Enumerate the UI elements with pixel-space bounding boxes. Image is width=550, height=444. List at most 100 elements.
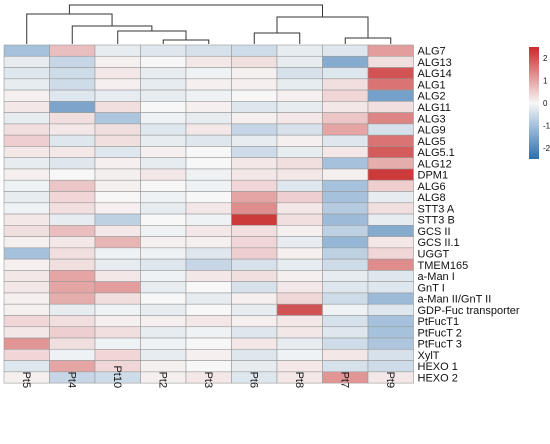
heatmap-cell xyxy=(231,179,278,192)
heatmap-cell xyxy=(185,281,232,294)
heatmap-cell xyxy=(322,247,369,260)
row-label: HEXO 1 xyxy=(418,361,458,373)
heatmap-cell xyxy=(185,146,232,158)
heatmap-cell xyxy=(367,326,414,339)
dendrogram-branch xyxy=(26,13,113,44)
heatmap-cell xyxy=(231,225,278,237)
heatmap-cell xyxy=(49,337,96,350)
row-label: a-Man I xyxy=(418,271,455,283)
heatmap-cell xyxy=(140,326,187,339)
heatmap-cell xyxy=(49,326,96,339)
heatmap-cell xyxy=(367,89,414,102)
heatmap-cell xyxy=(231,44,278,57)
heatmap-cell xyxy=(231,191,278,204)
heatmap-cell xyxy=(367,258,414,271)
heatmap-cell xyxy=(231,134,278,147)
heatmap-cell xyxy=(322,360,369,373)
heatmap-cell xyxy=(140,292,187,305)
heatmap-cell xyxy=(3,348,50,361)
row-label: UGGT xyxy=(418,248,450,260)
heatmap-cell xyxy=(49,236,96,249)
heatmap-cell xyxy=(185,236,232,249)
heatmap-cell xyxy=(276,123,323,136)
heatmap-cell xyxy=(49,281,96,294)
heatmap-cell xyxy=(231,270,278,282)
heatmap-cell xyxy=(185,337,232,350)
heatmap-cell xyxy=(231,292,278,305)
heatmap-cell xyxy=(140,101,187,113)
heatmap-cell xyxy=(49,123,96,136)
heatmap-cell xyxy=(94,315,141,328)
heatmap-cell xyxy=(185,270,232,282)
row-label: ALG13 xyxy=(418,57,452,69)
row-label: PtFucT 3 xyxy=(418,339,462,351)
heatmap-cell xyxy=(367,225,414,237)
heatmap-cell xyxy=(3,55,50,68)
heatmap-cell xyxy=(94,67,141,80)
heatmap-cell xyxy=(94,202,141,215)
heatmap-cell xyxy=(140,213,187,226)
heatmap-cell xyxy=(322,67,369,80)
heatmap-cell xyxy=(3,78,50,91)
heatmap-cell xyxy=(367,348,414,361)
dendrogram-branch xyxy=(71,25,153,44)
heatmap-cell xyxy=(276,303,323,316)
heatmap-cell xyxy=(322,270,369,282)
heatmap-cell xyxy=(322,157,369,170)
heatmap-cell xyxy=(367,202,414,215)
heatmap-cell xyxy=(322,101,369,113)
heatmap-cell xyxy=(3,292,50,305)
heatmap-cell xyxy=(231,101,278,113)
heatmap-cell xyxy=(94,78,141,91)
heatmap-cell xyxy=(322,146,369,158)
heatmap-cell xyxy=(322,326,369,339)
row-label: GnT I xyxy=(418,282,445,294)
heatmap-cell xyxy=(3,281,50,294)
heatmap-cell xyxy=(49,258,96,271)
heatmap-cell xyxy=(49,191,96,204)
heatmap-cell xyxy=(322,112,369,125)
heatmap-cell xyxy=(367,78,414,91)
heatmap-cell xyxy=(231,123,278,136)
heatmap-cell xyxy=(49,89,96,102)
dendrogram-branch xyxy=(117,30,187,44)
heatmap-cell xyxy=(94,281,141,294)
heatmap-cell xyxy=(322,315,369,328)
heatmap-cell xyxy=(140,179,187,192)
heatmap-cell xyxy=(276,326,323,339)
heatmap-cell xyxy=(367,101,414,113)
heatmap-cell xyxy=(367,179,414,192)
heatmap-cell xyxy=(185,55,232,68)
heatmap-cell xyxy=(276,348,323,361)
dendrogram-branch xyxy=(253,32,301,44)
heatmap-cell xyxy=(3,123,50,136)
row-labels: ALG7ALG13ALG14ALG1ALG2ALG11ALG3ALG9ALG5A… xyxy=(418,46,520,385)
dendrogram-root xyxy=(68,4,323,17)
heatmap-cell xyxy=(322,303,369,316)
heatmap-cell xyxy=(140,281,187,294)
heatmap-cell xyxy=(276,247,323,260)
heatmap-cell xyxy=(185,78,232,91)
heatmap-cell xyxy=(94,191,141,204)
heatmap-cell xyxy=(140,146,187,158)
heatmap-cell xyxy=(231,303,278,316)
heatmap-cell xyxy=(185,123,232,136)
column-label: Pt6 xyxy=(247,372,259,389)
heatmap-cell xyxy=(3,146,50,158)
heatmap-cell xyxy=(49,213,96,226)
heatmap-cell xyxy=(322,55,369,68)
heatmap-cell xyxy=(367,213,414,226)
heatmap-cell xyxy=(185,134,232,147)
heatmap-cell xyxy=(49,78,96,91)
heatmap-cell xyxy=(49,168,96,181)
row-label: STT3 A xyxy=(418,203,455,215)
heatmap-cell xyxy=(231,337,278,350)
row-label: ALG9 xyxy=(418,125,446,137)
column-label: Pt2 xyxy=(156,372,168,389)
heatmap-cell xyxy=(49,67,96,80)
row-label: PtFucT 2 xyxy=(418,327,462,339)
heatmap-cell xyxy=(49,55,96,68)
heatmap-cell xyxy=(276,225,323,237)
row-label: XylT xyxy=(418,350,440,362)
row-label: STT3 B xyxy=(418,215,455,227)
